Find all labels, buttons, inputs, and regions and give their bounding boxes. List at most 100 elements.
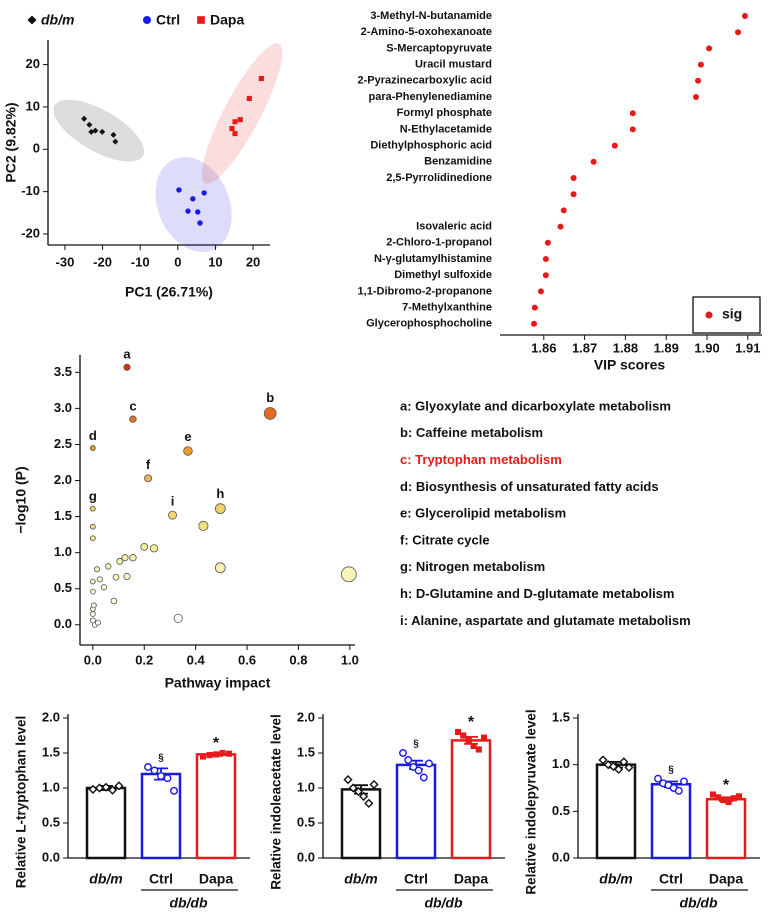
bar xyxy=(450,739,492,860)
x-tick-label: 1.88 xyxy=(613,340,638,355)
data-point xyxy=(544,239,551,246)
legend-label: Ctrl xyxy=(156,12,180,28)
data-point xyxy=(214,503,226,515)
legend-item: d: Biosynthesis of unsaturated fatty aci… xyxy=(400,479,659,494)
y-tick-label: 0.5 xyxy=(54,580,72,595)
y-tick-label: 2-Pyrazinecarboxylic acid xyxy=(357,75,492,87)
data-point xyxy=(531,304,538,311)
y-tick-label: 20 xyxy=(26,56,40,71)
data-point xyxy=(112,138,119,145)
data-point xyxy=(557,223,564,230)
data-point xyxy=(144,474,153,483)
data-point xyxy=(697,61,704,68)
data-point xyxy=(531,320,538,327)
data-point xyxy=(90,602,97,609)
data-point xyxy=(197,220,203,226)
x-tick-label: 1.91 xyxy=(735,340,760,355)
y-tick-label: Isovaleric acid xyxy=(416,221,492,233)
data-point xyxy=(176,187,182,193)
data-point xyxy=(608,761,618,772)
data-point xyxy=(232,119,238,125)
bar xyxy=(85,786,127,860)
data-point xyxy=(170,786,178,795)
data-point xyxy=(229,125,235,132)
point-label: e xyxy=(184,429,191,444)
legend-label: Dapa xyxy=(210,12,244,28)
x-tick-label: 1.90 xyxy=(694,340,719,355)
data-point xyxy=(542,272,549,279)
y-tick-label: 0.5 xyxy=(42,814,60,829)
data-point xyxy=(93,566,100,573)
y-tick-label: 1.0 xyxy=(42,779,60,794)
data-point xyxy=(409,763,418,771)
y-tick-label: 0.0 xyxy=(297,849,315,864)
legend-item: b: Caffeine metabolism xyxy=(400,425,543,440)
data-point xyxy=(212,751,220,758)
data-point xyxy=(149,544,159,553)
data-point xyxy=(89,578,96,585)
data-point xyxy=(730,795,737,802)
x-tick-label: db/m xyxy=(89,871,122,887)
data-point xyxy=(214,562,226,574)
data-point xyxy=(425,759,433,768)
data-point xyxy=(89,617,96,624)
x-tick-label: 20 xyxy=(246,254,260,269)
x-tick-label: 0.6 xyxy=(238,652,256,667)
group-label: db/db xyxy=(169,895,208,911)
data-point xyxy=(348,783,358,793)
confidence-ellipse xyxy=(155,157,232,253)
y-tick-label: 1,1-Dibromo-2-propanone xyxy=(358,285,492,297)
data-point xyxy=(611,142,618,149)
data-point xyxy=(219,749,226,757)
data-point xyxy=(414,766,423,775)
data-point xyxy=(542,256,549,262)
data-point xyxy=(614,764,624,774)
data-point xyxy=(105,563,112,570)
legend-item: c: Tryptophan metabolism xyxy=(400,452,562,467)
data-point xyxy=(369,779,379,790)
data-point xyxy=(570,175,577,181)
point-label: d xyxy=(89,428,97,443)
y-tick-label: N-Ethylacetamide xyxy=(400,123,492,135)
y-tick-label: Uracil mustard xyxy=(415,59,492,71)
data-point xyxy=(460,732,467,739)
y-tick-label: para-Phenylenediamine xyxy=(369,91,493,103)
y-tick-label: Diethylphosphoric acid xyxy=(370,140,492,152)
legend-item: a: Glyoxylate and dicarboxylate metaboli… xyxy=(400,398,671,413)
data-point xyxy=(96,576,103,583)
data-point xyxy=(101,782,111,792)
y-tick-label: Glycerophosphocholine xyxy=(366,318,492,330)
data-point xyxy=(399,749,407,757)
data-point xyxy=(89,445,96,451)
data-point xyxy=(629,110,636,117)
significance-mark: * xyxy=(468,714,475,731)
legend-item: h: D-Glutamine and D-glutamate metabolis… xyxy=(400,586,674,601)
x-tick-label: db/m xyxy=(344,871,377,887)
y-tick-label: S-Mercaptopyruvate xyxy=(386,42,492,54)
data-point xyxy=(735,793,743,800)
data-point xyxy=(598,755,608,765)
data-point xyxy=(695,77,702,84)
y-tick-label: Dimethyl sulfoxide xyxy=(394,269,492,281)
data-point xyxy=(258,75,264,82)
data-point xyxy=(706,45,713,52)
data-point xyxy=(619,757,629,767)
data-point xyxy=(465,737,472,744)
y-tick-label: 2.0 xyxy=(54,472,72,487)
x-tick-label: 0.4 xyxy=(187,652,206,667)
x-tick-label: Ctrl xyxy=(404,871,428,887)
data-point xyxy=(89,588,96,595)
legend-label: db/m xyxy=(41,12,74,28)
data-point xyxy=(454,728,462,736)
y-tick-label: 2.0 xyxy=(42,709,60,724)
data-point xyxy=(201,190,207,196)
legend-label: sig xyxy=(722,306,742,322)
data-point xyxy=(624,762,634,773)
data-point xyxy=(157,772,165,781)
y-tick-label: 0.0 xyxy=(54,616,72,631)
bar xyxy=(705,797,747,860)
significance-mark: § xyxy=(413,739,419,750)
data-point xyxy=(129,554,137,562)
data-point xyxy=(107,785,118,795)
significance-mark: § xyxy=(158,753,164,764)
